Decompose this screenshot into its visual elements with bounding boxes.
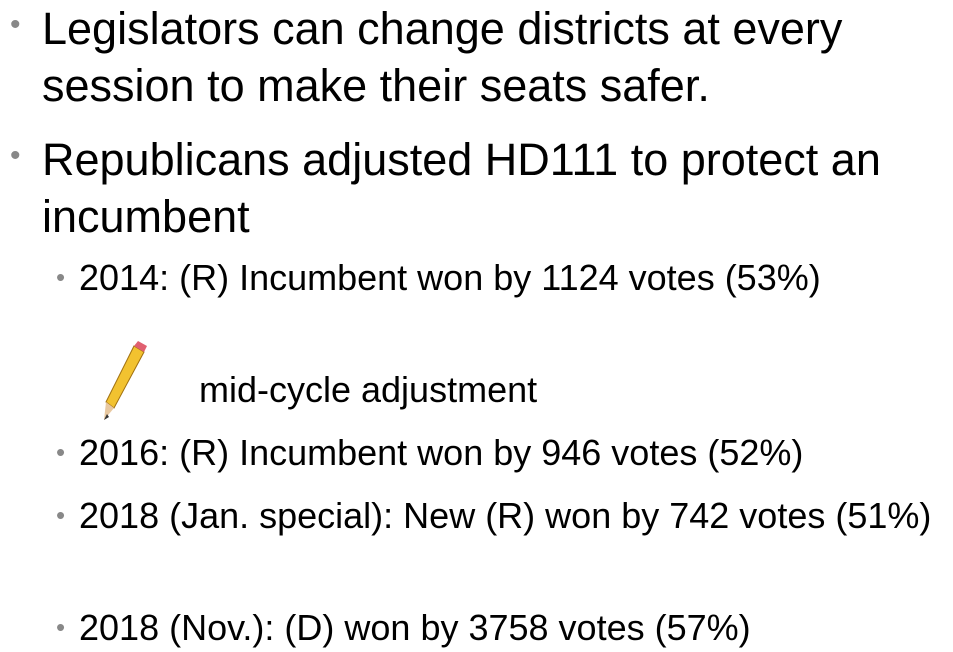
sub-bullet-text: 2016: (R) Incumbent won by 946 votes (52… xyxy=(79,432,804,473)
bullet: • xyxy=(10,139,21,172)
sub-bullet: • xyxy=(56,612,66,642)
sub-bullet-text: 2014: (R) Incumbent won by 1124 votes (5… xyxy=(79,257,821,298)
sub-bullet: • xyxy=(56,500,66,530)
annotation: mid-cycle adjustment xyxy=(199,369,538,410)
bullet-text: Republicans adjusted HD111 to protect an… xyxy=(42,134,881,242)
pencil-icon xyxy=(104,341,147,420)
bullet-text: Legislators can change districts at ever… xyxy=(42,3,843,111)
sub-bullet-text: 2018 (Jan. special): New (R) won by 742 … xyxy=(79,495,932,536)
sub-bullet: • xyxy=(56,262,66,292)
sub-bullet: • xyxy=(56,437,66,467)
sub-bullet-text: 2018 (Nov.): (D) won by 3758 votes (57%) xyxy=(79,607,751,648)
bullet: • xyxy=(10,8,21,41)
